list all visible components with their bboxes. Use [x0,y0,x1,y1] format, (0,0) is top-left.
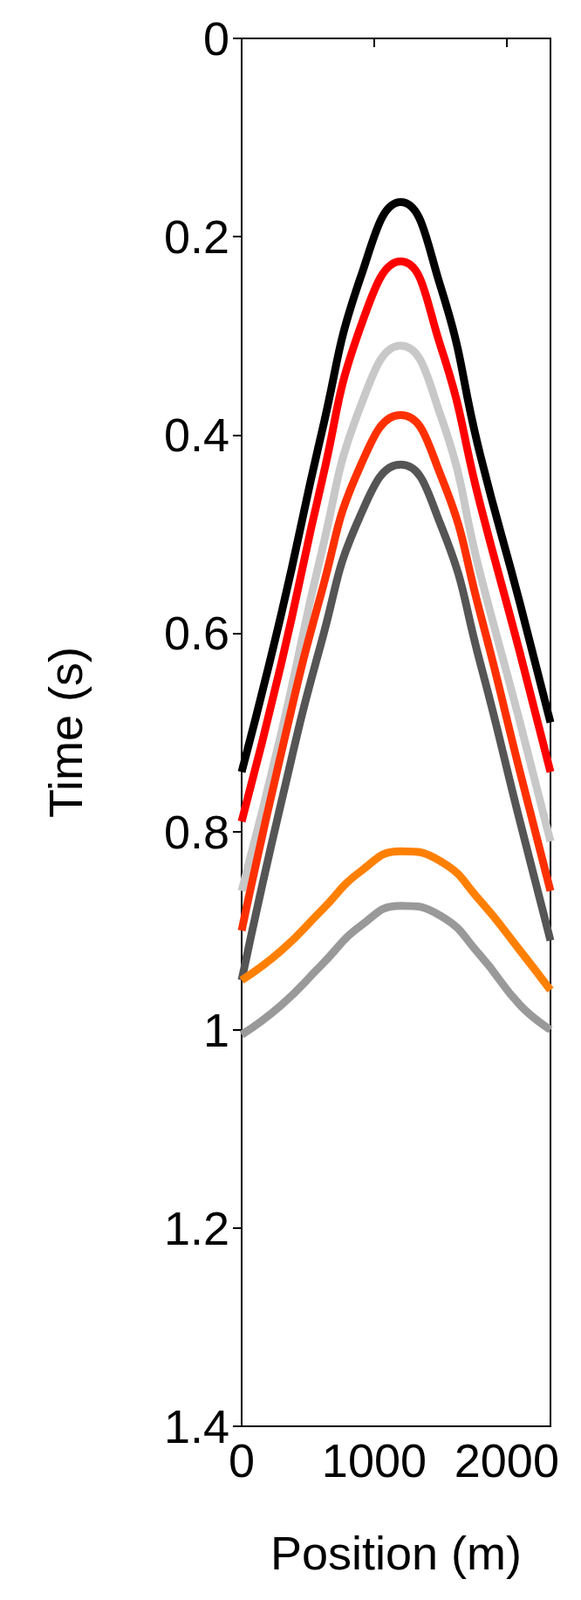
svg-text:0.6: 0.6 [164,606,230,659]
svg-text:0: 0 [203,12,230,65]
svg-text:2000: 2000 [454,1433,560,1486]
svg-text:Time (s): Time (s) [39,646,92,818]
svg-text:1: 1 [203,1003,230,1056]
svg-text:0: 0 [228,1433,255,1486]
svg-text:0.8: 0.8 [164,805,230,858]
svg-text:0.2: 0.2 [164,210,230,263]
svg-text:1000: 1000 [321,1433,427,1486]
svg-text:1.2: 1.2 [164,1201,230,1254]
svg-text:0.4: 0.4 [164,408,230,461]
svg-text:1.4: 1.4 [164,1399,230,1452]
svg-text:Position (m): Position (m) [270,1525,522,1579]
